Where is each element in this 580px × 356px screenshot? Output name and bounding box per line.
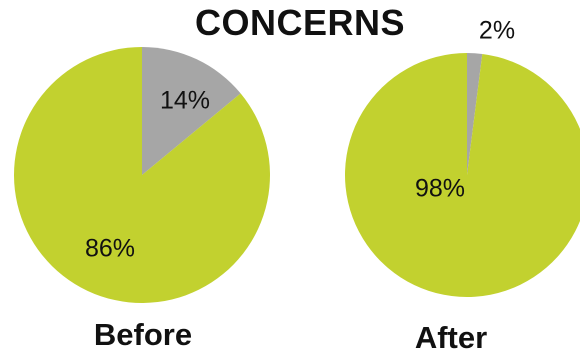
pie-data-label-after-0: 2%	[479, 17, 515, 45]
pie-chart-before: 14% 86%	[13, 47, 270, 303]
pie-slice-before-1	[13, 47, 270, 303]
pie-title-before: Before	[93, 317, 193, 352]
pie-title-after: After	[414, 320, 488, 355]
pie-data-label-before-1: 86%	[85, 235, 135, 263]
chart-title: CONCERNS	[194, 2, 405, 43]
pie-data-label-before-0: 14%	[160, 87, 210, 115]
pie-slice-after-0	[467, 53, 483, 175]
pie-data-label-after-1: 98%	[415, 175, 465, 203]
pie-slice-before-0	[142, 47, 241, 175]
pie-slice-after-1	[345, 53, 580, 297]
pie-chart-after: 2% 98%	[345, 17, 580, 297]
